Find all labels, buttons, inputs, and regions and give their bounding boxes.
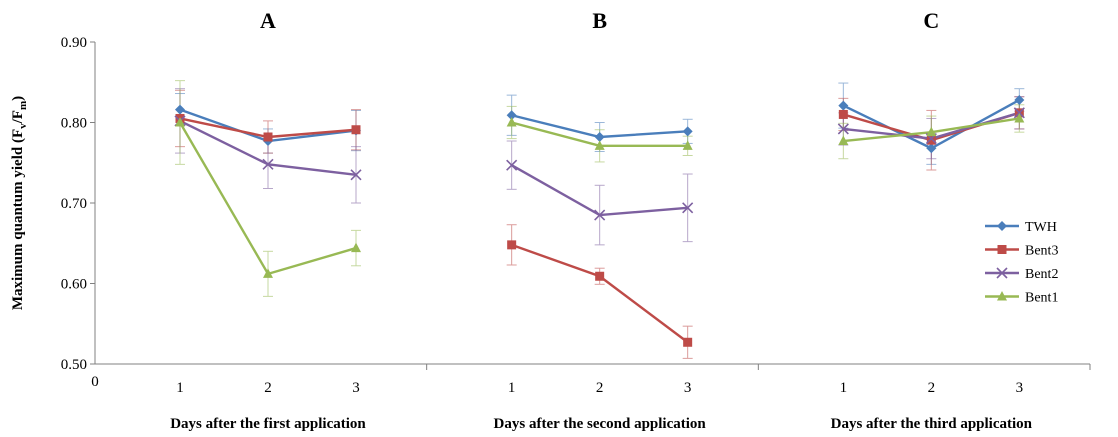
data-point-twh — [506, 110, 517, 121]
data-point-bent2 — [837, 123, 849, 135]
x-tick-label: 1 — [508, 380, 516, 396]
panel-title: B — [592, 8, 607, 33]
x-axis-label: Days after the third application — [831, 416, 1033, 432]
legend-label: Bent1 — [1025, 291, 1058, 306]
legend-label: Bent3 — [1025, 244, 1058, 259]
series-line-bent3 — [511, 243, 689, 344]
x-tick-label: 3 — [1016, 380, 1024, 396]
data-point-bent2 — [1013, 107, 1025, 119]
legend-marker — [996, 267, 1008, 279]
x-tick-label: 3 — [352, 380, 360, 396]
data-point-bent1 — [926, 126, 937, 137]
y-axis-label-part: v — [17, 123, 29, 129]
legend-item: Bent2 — [985, 267, 1058, 282]
data-point-bent3 — [263, 132, 273, 142]
data-point-bent1 — [175, 117, 185, 127]
y-axis-label-part: ) — [10, 96, 26, 101]
data-point-twh — [926, 143, 937, 154]
data-point-twh — [175, 104, 185, 115]
y-tick-label: 0.80 — [61, 116, 87, 132]
x-axis-label: Days after the first application — [170, 416, 366, 432]
x-tick-label: 3 — [684, 380, 692, 396]
data-point-bent1 — [594, 140, 605, 150]
data-point-bent2 — [682, 202, 694, 214]
x-tick-label: 2 — [928, 380, 936, 396]
y-tick-label: 0.60 — [61, 277, 87, 293]
data-point-bent3 — [351, 125, 361, 135]
y-axis-label-part: /F — [10, 110, 26, 124]
data-point-bent1 — [1014, 112, 1025, 123]
data-point-bent3 — [683, 337, 693, 347]
y-axis-label-part: m — [17, 101, 29, 110]
data-point-bent1 — [682, 140, 693, 150]
legend-label: TWH — [1025, 220, 1057, 235]
y-tick-label: 0.70 — [61, 196, 87, 212]
data-point-bent1 — [263, 268, 273, 278]
data-point-twh — [594, 131, 605, 142]
data-point-bent1 — [506, 117, 517, 127]
x-tick-label: 1 — [840, 380, 848, 396]
legend-marker — [997, 221, 1007, 231]
data-point-twh — [1014, 94, 1025, 105]
data-point-bent1 — [838, 135, 849, 146]
data-point-bent2 — [262, 158, 274, 170]
panel-title: C — [923, 8, 939, 33]
data-point-bent2 — [350, 169, 362, 181]
x-axis-label: Days after the second application — [494, 416, 707, 432]
axes — [90, 41, 1091, 370]
data-point-bent3 — [838, 109, 848, 119]
data-point-bent2 — [594, 209, 606, 221]
legend-marker — [997, 245, 1007, 254]
legend-item: Bent1 — [985, 291, 1058, 306]
x-tick-label: 1 — [176, 380, 184, 396]
x-tick-label: 2 — [264, 380, 272, 396]
data-point-bent3 — [507, 240, 517, 250]
y-tick-label: 0.50 — [61, 357, 87, 373]
legend-label: Bent2 — [1025, 267, 1058, 282]
legend: TWH Bent3 Bent2 Bent1 — [985, 220, 1058, 306]
data-point-twh — [682, 126, 693, 137]
x-origin-label: 0 — [91, 374, 99, 390]
x-tick-label: 2 — [596, 380, 604, 396]
legend-marker — [997, 291, 1007, 301]
data-point-bent3 — [595, 271, 605, 281]
y-axis-label-part: Maximum quantum yield (F — [10, 129, 26, 310]
error-bars — [175, 80, 1025, 359]
data-point-bent2 — [506, 159, 518, 171]
data-point-twh — [838, 100, 849, 111]
y-tick-label: 0.90 — [61, 35, 87, 51]
legend-item: TWH — [985, 220, 1057, 235]
y-axis-label: Maximum quantum yield (Fv/Fm) — [10, 96, 29, 310]
legend-item: Bent3 — [985, 244, 1058, 259]
series-markers — [174, 94, 1025, 347]
chart-labels: 0.50 0.60 0.70 0.80 0.90 0 Maximum quantum yie… — [10, 8, 1033, 432]
data-point-bent3 — [926, 135, 936, 145]
data-point-bent1 — [351, 242, 361, 253]
panel-title: A — [260, 8, 276, 33]
